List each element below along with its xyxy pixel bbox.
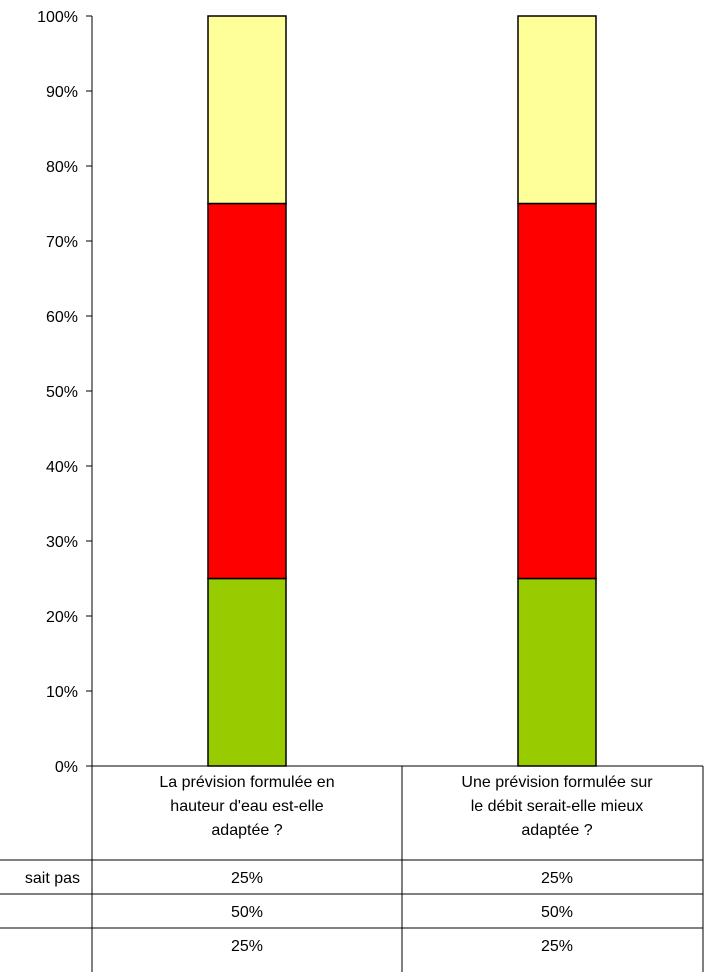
table-value: 25% <box>541 870 573 887</box>
category-label: adaptée ? <box>211 822 282 839</box>
y-tick-label: 30% <box>46 534 78 551</box>
y-tick-label: 10% <box>46 684 78 701</box>
bar-segment-3-cat-2 <box>517 15 597 205</box>
bar-group <box>207 15 597 767</box>
bar-segment-3-cat-1 <box>207 15 287 205</box>
table-value: 25% <box>231 938 263 955</box>
y-tick-label: 80% <box>46 159 78 176</box>
bar-segment-2-cat-1 <box>207 202 287 580</box>
y-tick-label: 60% <box>46 309 78 326</box>
y-tick-label: 50% <box>46 384 78 401</box>
category-label: adaptée ? <box>521 822 592 839</box>
y-tick-label: 40% <box>46 459 78 476</box>
chart-axes <box>86 15 93 767</box>
data-table: La prévision formulée en hauteur d'eau es… <box>0 765 704 972</box>
category-label: le débit serait-elle mieux <box>471 798 644 815</box>
row-label: sait pas <box>25 870 80 887</box>
bar-segment-1-cat-2 <box>517 577 597 767</box>
y-tick-label: 20% <box>46 609 78 626</box>
y-tick-label: 100% <box>37 9 78 26</box>
y-tick-label: 90% <box>46 84 78 101</box>
y-tick-label: 0% <box>55 759 78 776</box>
category-label: hauteur d'eau est-elle <box>170 798 323 815</box>
table-value: 25% <box>541 938 573 955</box>
table-value: 50% <box>231 904 263 921</box>
table-value: 50% <box>541 904 573 921</box>
bar-segment-2-cat-2 <box>517 202 597 580</box>
y-tick-label: 70% <box>46 234 78 251</box>
table-value: 25% <box>231 870 263 887</box>
y-tick-labels: 0% 10% 20% 30% 40% 50% 60% 70% 80% 90% 100% <box>37 9 78 776</box>
bar-segment-1-cat-1 <box>207 577 287 767</box>
category-label: La prévision formulée en <box>159 774 334 791</box>
category-label: Une prévision formulée sur <box>461 774 653 791</box>
